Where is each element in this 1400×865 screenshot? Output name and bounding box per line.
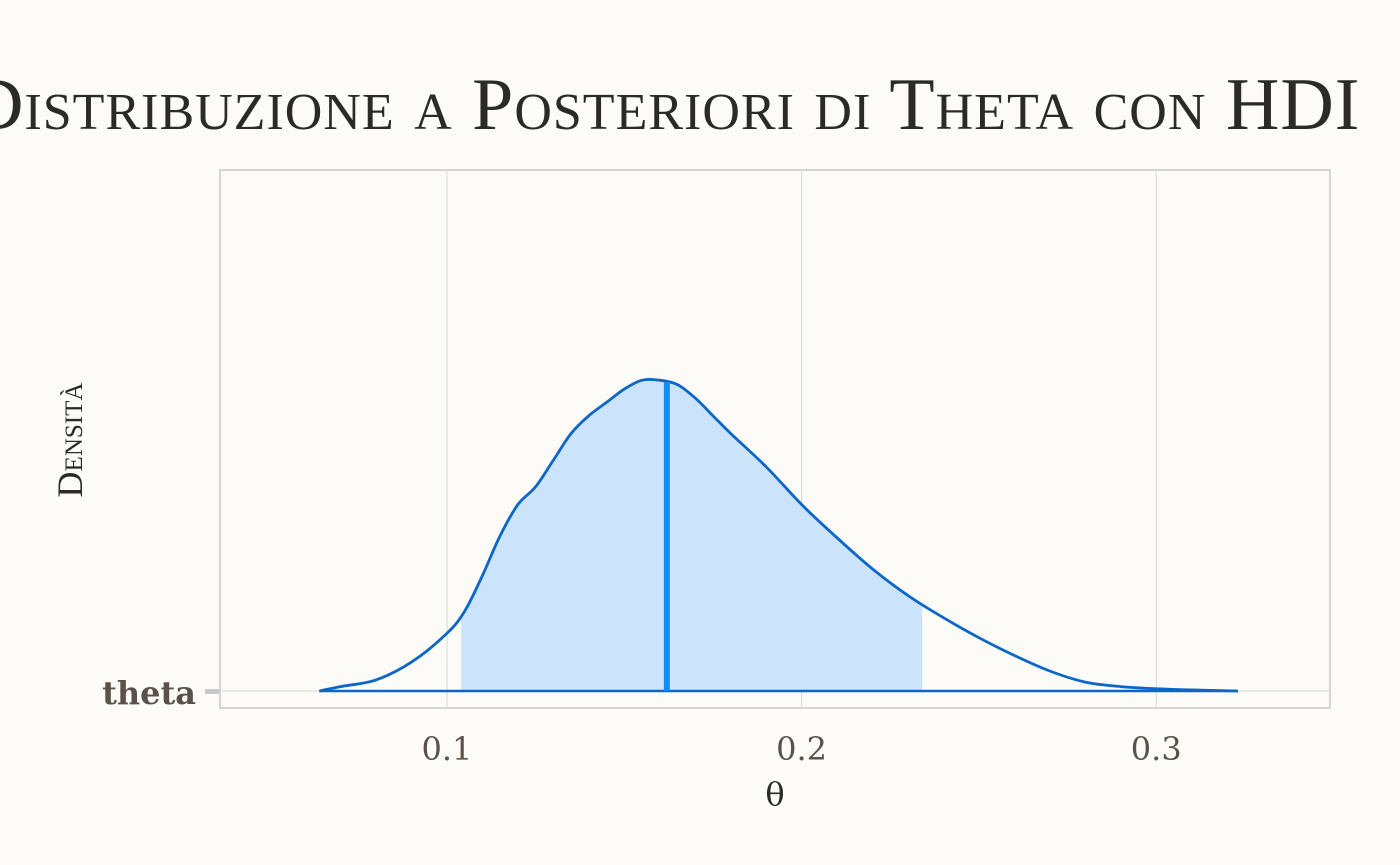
- x-tick-label-0: 0.1: [422, 730, 473, 768]
- x-tick-label-2: 0.3: [1131, 730, 1182, 768]
- x-axis-label: θ: [765, 775, 784, 813]
- hdi-shaded-area: [461, 379, 923, 691]
- chart-title: Distribuzione a Posteriori di Theta con …: [0, 58, 1400, 153]
- y-tick-mark: [205, 689, 219, 694]
- plot-panel: [219, 169, 1331, 709]
- y-tick-label-theta: theta: [102, 674, 196, 712]
- chart-title-text: Distribuzione a Posteriori di Theta con …: [0, 64, 1361, 146]
- x-axis-ticks: 0.1 0.2 0.3: [422, 730, 1182, 768]
- x-tick-label-1: 0.2: [776, 730, 827, 768]
- density-curve: [319, 377, 1238, 693]
